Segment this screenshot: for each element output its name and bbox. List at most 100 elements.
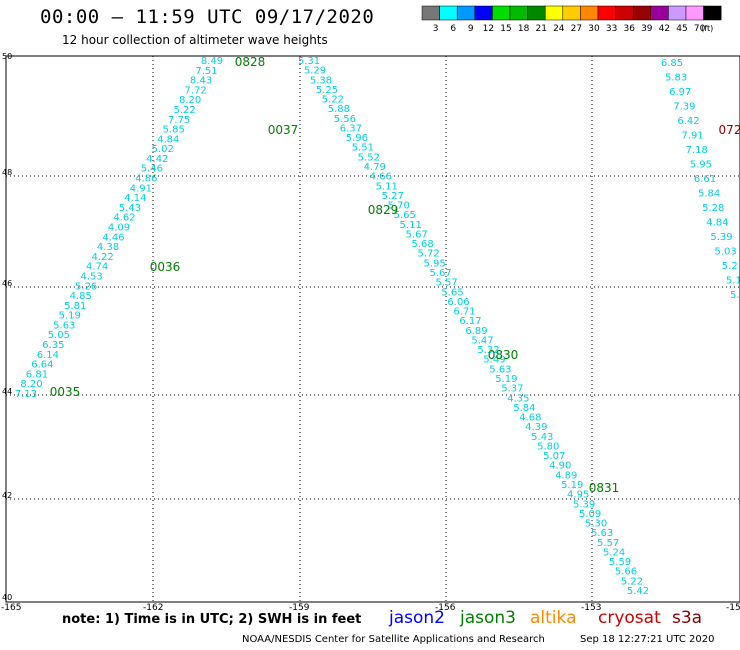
page-subtitle: 12 hour collection of altimeter wave hei… bbox=[62, 33, 328, 47]
swh-value: 5.32 bbox=[477, 345, 499, 356]
swh-value: 5.24 bbox=[603, 547, 625, 558]
swh-value: 5.03 bbox=[714, 247, 736, 258]
legend-label: 45 bbox=[676, 24, 687, 34]
latitude-label: 50 bbox=[2, 52, 13, 61]
swh-value: 5.57 bbox=[597, 538, 619, 549]
legend-label: 42 bbox=[659, 24, 670, 34]
swh-value: 5.63 bbox=[53, 320, 75, 331]
swh-value: 4.95 bbox=[567, 490, 589, 501]
swh-value: 6.64 bbox=[31, 360, 53, 371]
swh-value: 8.20 bbox=[179, 95, 201, 106]
legend-label: 24 bbox=[553, 24, 565, 34]
longitude-label: -153 bbox=[581, 603, 602, 613]
legend-label: 6 bbox=[450, 24, 456, 34]
swh-value: 6.61 bbox=[694, 174, 716, 185]
swh-value: 4.68 bbox=[519, 413, 541, 424]
swh-value: 4.85 bbox=[70, 291, 92, 302]
legend-swatch bbox=[597, 5, 616, 21]
swh-value: 7.91 bbox=[681, 131, 703, 142]
swh-value: 5.30 bbox=[585, 519, 607, 530]
pass-time: 0828 bbox=[235, 55, 266, 69]
longitude-label: -162 bbox=[143, 603, 164, 613]
swh-value: 5.63 bbox=[489, 364, 511, 375]
swh-value: 4.42 bbox=[146, 154, 168, 165]
swh-value: 5.26 bbox=[75, 281, 97, 292]
swh-value: 5.39 bbox=[573, 499, 595, 510]
swh-value: 5.19 bbox=[495, 374, 517, 385]
swh-value: 5.27 bbox=[382, 191, 404, 202]
swh-value: 5.46 bbox=[141, 164, 163, 175]
pass-time: 0831 bbox=[589, 481, 620, 495]
swh-value: 4.09 bbox=[108, 223, 130, 234]
legend-swatch bbox=[527, 5, 546, 21]
satellite-label-altika: altika bbox=[530, 608, 577, 628]
swh-value: 7.75 bbox=[168, 115, 190, 126]
pass-time: 0035 bbox=[50, 385, 81, 399]
legend-label: 70 bbox=[694, 24, 706, 34]
swh-value: 4.38 bbox=[97, 242, 119, 253]
swh-value: 8.43 bbox=[190, 76, 212, 87]
longitude-label: -165 bbox=[1, 603, 22, 613]
legend-swatch bbox=[439, 5, 458, 21]
swh-value: 4.91 bbox=[130, 183, 152, 194]
legend-label: 21 bbox=[535, 24, 546, 34]
swh-value: 5.66 bbox=[615, 567, 637, 578]
lat-lon-grid bbox=[6, 56, 740, 602]
swh-value: 4.90 bbox=[549, 461, 571, 472]
legend-swatch bbox=[668, 5, 687, 21]
swh-value: 5.09 bbox=[579, 509, 601, 520]
swh-value: 4.84 bbox=[706, 218, 728, 229]
swh-value: 4.22 bbox=[91, 252, 113, 263]
legend-swatch bbox=[509, 5, 528, 21]
swh-value: 5.22 bbox=[322, 95, 344, 106]
legend-swatch bbox=[474, 5, 493, 21]
legend-label: 27 bbox=[571, 24, 582, 34]
legend-swatch bbox=[492, 5, 511, 21]
swh-values: 8.497.518.437.728.205.227.755.854.845.02… bbox=[15, 56, 740, 597]
longitude-label: -156 bbox=[435, 603, 456, 613]
legend-swatch bbox=[456, 5, 476, 21]
swh-value: 5.11 bbox=[376, 181, 398, 192]
swh-value: 5.63 bbox=[591, 528, 613, 539]
legend-swatch bbox=[650, 5, 669, 21]
swh-value: 4.46 bbox=[102, 232, 124, 243]
satellite-label-cryosat: cryosat bbox=[598, 608, 661, 628]
swh-value: 5.65 bbox=[394, 210, 416, 221]
color-legend: 3 6 9 12 15 18 21 24 27 30 33 36 39 42 45 70(ft) bbox=[421, 5, 722, 34]
legend-swatch bbox=[685, 5, 704, 21]
swh-value: 4.14 bbox=[124, 193, 146, 204]
swh-value: 5.88 bbox=[328, 104, 350, 115]
legend-swatch bbox=[632, 5, 652, 21]
swh-value: 5.56 bbox=[334, 114, 356, 125]
latitude-label: 48 bbox=[2, 168, 13, 177]
swh-value: 5.51 bbox=[352, 143, 374, 154]
swh-value: 4.84 bbox=[157, 134, 179, 145]
swh-value: 6.81 bbox=[26, 369, 48, 380]
swh-value: 5.67 bbox=[406, 229, 428, 240]
swh-value: 5.0 bbox=[730, 290, 740, 301]
legend-label: 36 bbox=[623, 24, 635, 34]
swh-value: 5.68 bbox=[412, 239, 434, 250]
swh-value: 6.97 bbox=[669, 87, 691, 98]
swh-value: 5.02 bbox=[152, 144, 174, 155]
swh-value: 5.49 bbox=[483, 355, 505, 366]
legend-label: 9 bbox=[468, 24, 474, 34]
swh-value: 5.85 bbox=[163, 125, 185, 136]
swh-value: 5.05 bbox=[48, 330, 70, 341]
swh-value: 4.62 bbox=[113, 213, 135, 224]
legend-swatch bbox=[615, 5, 634, 21]
legend-label: 33 bbox=[606, 24, 617, 34]
swh-value: 5.1 bbox=[726, 276, 740, 287]
swh-value: 5.95 bbox=[423, 258, 445, 269]
swh-value: 5.43 bbox=[531, 432, 553, 443]
satellite-label-jason2: jason2 bbox=[389, 608, 445, 628]
swh-value: 5.84 bbox=[698, 189, 720, 200]
swh-value: 5.19 bbox=[59, 311, 81, 322]
swh-value: 8.20 bbox=[20, 379, 42, 390]
credit-line: NOAA/NESDIS Center for Satellite Applica… bbox=[242, 634, 545, 645]
pass-time: 0037 bbox=[268, 123, 299, 137]
legend-swatch bbox=[562, 5, 581, 21]
legend-label: 39 bbox=[641, 24, 653, 34]
swh-value: 5.25 bbox=[316, 85, 338, 96]
